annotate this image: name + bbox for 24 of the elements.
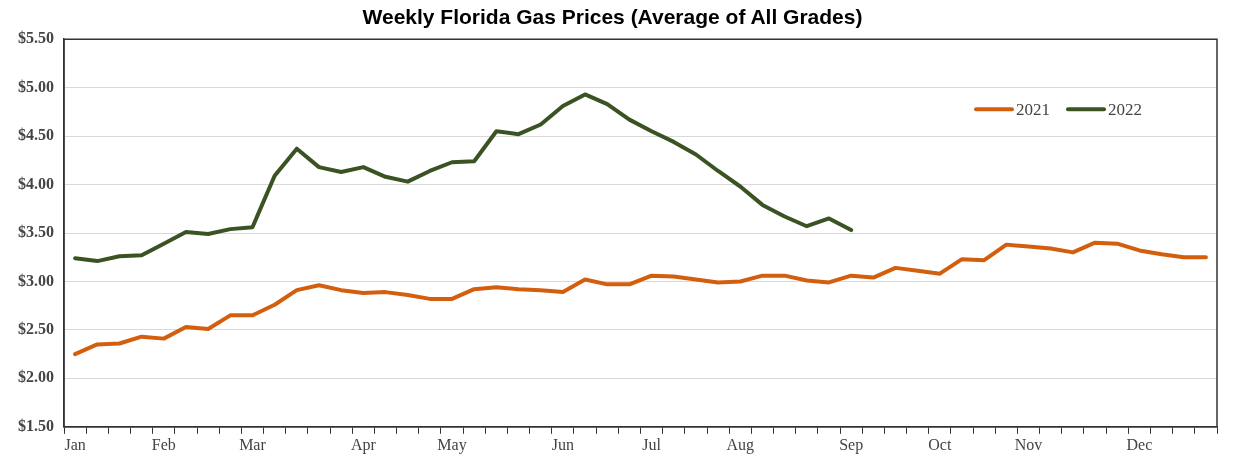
x-tick-label: Sep: [839, 435, 864, 454]
x-tick-label: Apr: [350, 435, 377, 454]
chart-title: Weekly Florida Gas Prices (Average of All Grades): [362, 5, 863, 29]
y-tick-label: $3.00: [18, 271, 54, 289]
y-tick-label: $5.50: [18, 29, 54, 47]
y-tick-label: $4.50: [18, 126, 54, 144]
legend-label: 2021: [1016, 99, 1050, 119]
x-tick-label: Feb: [151, 435, 176, 453]
x-tick-label: Jan: [64, 435, 86, 453]
x-tick-label: Aug: [726, 435, 755, 454]
y-tick-label: $1.50: [18, 416, 54, 434]
x-tick-label: Nov: [1014, 435, 1043, 453]
x-tick-label: Jun: [551, 435, 575, 453]
y-tick-label: $3.50: [18, 223, 54, 241]
y-tick-label: $5.00: [18, 77, 54, 95]
x-tick-label: May: [437, 435, 467, 454]
y-tick-label: $2.00: [18, 368, 54, 386]
y-tick-label: $4.00: [18, 174, 54, 192]
x-tick-label: Mar: [239, 435, 267, 453]
y-tick-label: $2.50: [18, 320, 54, 338]
legend-label: 2022: [1108, 99, 1142, 119]
x-tick-label: Dec: [1126, 435, 1153, 453]
x-tick-label: Oct: [928, 435, 952, 453]
x-tick-label: Jul: [642, 435, 662, 453]
